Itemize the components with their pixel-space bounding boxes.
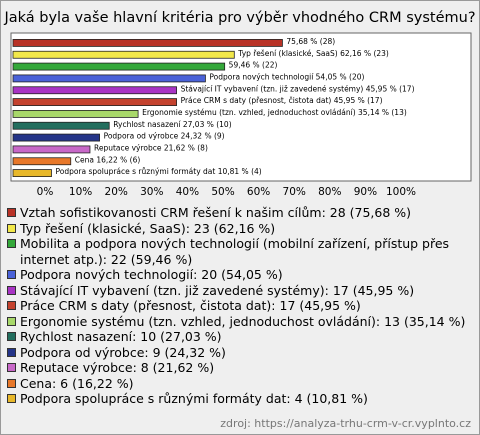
legend-label: Ergonomie systému (tzn. vzhled, jednoduc…: [20, 313, 466, 329]
legend-label: Podpora spolupráce s různými formáty dat…: [20, 391, 368, 406]
bar-label: Ergonomie systému (tzn. vzhled, jednoduc…: [142, 108, 407, 117]
bar: [12, 62, 226, 71]
legend-label: Reputace výrobce: 8 (21,62 %): [20, 360, 215, 375]
bar: [12, 169, 52, 177]
legend-swatch: [7, 316, 16, 326]
bar: [12, 86, 177, 95]
legend-label: Rychlost nasazení: 10 (27,03 %): [20, 329, 222, 344]
legend-swatch: [7, 332, 16, 341]
bar-label: Cena 16,22 % (6): [75, 155, 141, 164]
legend-item: Cena: 6 (16,22 %): [7, 376, 473, 392]
legend-label: Typ řešení (klasické, SaaS): 23 (62,16 %…: [20, 220, 276, 236]
legend-swatch: [7, 208, 16, 217]
legend-item: Vztah sofistikovanosti CRM řešení k naši…: [7, 205, 473, 221]
legend-item: Práce CRM s daty (přesnost, čistota dat)…: [7, 298, 473, 314]
legend-item: Reputace výrobce: 8 (21,62 %): [7, 360, 473, 376]
legend: Vztah sofistikovanosti CRM řešení k naši…: [7, 205, 473, 407]
legend-swatch: [7, 223, 16, 233]
bar-label: 59,46 % (22): [229, 61, 278, 70]
legend-item: Podpora nových technologií: 20 (54,05 %): [7, 267, 473, 283]
legend-label: Mobilita a podpora nových technologií (m…: [20, 236, 450, 267]
legend-swatch: [7, 301, 16, 310]
bar: [12, 110, 139, 118]
bar-label: Rychlost nasazení 27,03 % (10): [113, 120, 231, 129]
legend-item: Rychlost nasazení: 10 (27,03 %): [7, 329, 473, 345]
x-tick-label: 20%: [105, 186, 128, 198]
legend-swatch: [7, 239, 16, 248]
legend-item: Mobilita a podpora nových technologií (m…: [7, 236, 473, 267]
bar: [12, 145, 91, 154]
bar: [12, 133, 100, 142]
legend-label: Cena: 6 (16,22 %): [20, 375, 134, 391]
bar-label: Podpora nových technologií 54,05 % (20): [209, 72, 364, 81]
legend-label: Vztah sofistikovanosti CRM řešení k naši…: [20, 205, 412, 220]
chart: Jaká byla vaše hlavní kritéria pro výběr…: [3, 10, 475, 198]
legend-item: Podpora od výrobce: 9 (24,32 %): [7, 345, 473, 361]
legend-swatch: [7, 347, 16, 357]
x-tick-label: 60%: [247, 186, 270, 198]
bar: [12, 121, 110, 130]
source: zdroj: https://analyza-trhu-crm-v-cr.vyp…: [220, 417, 471, 430]
legend-item: Typ řešení (klasické, SaaS): 23 (62,16 %…: [7, 221, 473, 237]
bar: [12, 157, 72, 166]
x-tick-label: 0%: [37, 186, 54, 198]
legend-swatch: [7, 285, 16, 295]
bar-label: Reputace výrobce 21,62 % (8): [94, 143, 208, 152]
legend-label: Stávající IT vybavení (tzn. již zavedené…: [20, 282, 415, 298]
bar-label: Podpora od výrobce 24,32 % (9): [104, 132, 225, 141]
x-tick-label: 90%: [354, 186, 377, 198]
legend-swatch: [7, 363, 16, 372]
x-tick-label: 50%: [211, 186, 234, 198]
bar: [12, 50, 235, 59]
bar-label: Typ řešení (klasické, SaaS) 62,16 % (23): [237, 49, 389, 58]
legend-swatch: [7, 270, 16, 279]
bar: [12, 39, 283, 47]
legend-item: Stávající IT vybavení (tzn. již zavedené…: [7, 283, 473, 299]
bar-label: Práce CRM s daty (přesnost, čistota dat)…: [181, 96, 383, 105]
chart-title: Jaká byla vaše hlavní kritéria pro výběr…: [3, 10, 475, 26]
bar: [12, 98, 177, 106]
bar-label: 75,68 % (28): [286, 37, 335, 46]
bar-label: Podpora spolupráce s různými formáty dat…: [55, 167, 261, 176]
legend-label: Podpora od výrobce: 9 (24,32 %): [20, 344, 226, 360]
x-tick-label: 80%: [318, 186, 341, 198]
legend-label: Podpora nových technologií: 20 (54,05 %): [20, 267, 283, 282]
bar: [12, 74, 206, 83]
legend-item: Ergonomie systému (tzn. vzhled, jednoduc…: [7, 314, 473, 330]
x-tick-label: 10%: [69, 186, 92, 198]
x-tick-label: 30%: [140, 186, 163, 198]
legend-item: Podpora spolupráce s různými formáty dat…: [7, 391, 473, 407]
x-tick-label: 70%: [283, 186, 306, 198]
legend-swatch: [7, 394, 16, 403]
x-tick-label: 100%: [386, 186, 416, 198]
legend-label: Práce CRM s daty (přesnost, čistota dat)…: [20, 298, 361, 313]
x-tick-label: 40%: [176, 186, 199, 198]
bar-label: Stávající IT vybavení (tzn. již zavedené…: [181, 84, 415, 93]
legend-swatch: [7, 378, 16, 388]
